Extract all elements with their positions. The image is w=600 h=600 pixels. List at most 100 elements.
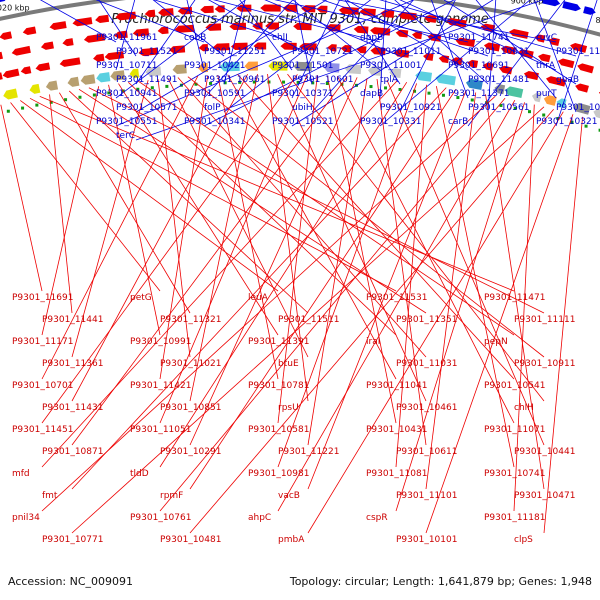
leader-line bbox=[431, 0, 469, 99]
gene-arrow bbox=[293, 22, 312, 31]
leader-line bbox=[386, 79, 545, 446]
gene-label-reverse: P9301_10991 bbox=[130, 337, 191, 347]
gene-arrow bbox=[67, 76, 80, 87]
gene-label-reverse: P9301_11421 bbox=[130, 381, 191, 391]
gene-arrow bbox=[541, 0, 561, 7]
gene-arrow bbox=[340, 44, 352, 53]
leader-line bbox=[425, 92, 477, 490]
gene-label-reverse: pepN bbox=[484, 337, 508, 347]
gene-label-forward: P9301_11741 bbox=[448, 33, 509, 43]
gene-label-reverse: rpmF bbox=[160, 491, 183, 501]
gene-label-reverse: P9301_11101 bbox=[396, 491, 457, 501]
gene-arrow bbox=[29, 83, 41, 94]
gene-label-reverse: P9301_10611 bbox=[396, 447, 457, 457]
gene-arrow bbox=[0, 51, 3, 60]
gene-arrow bbox=[40, 41, 54, 50]
gene-label-reverse: P9301_10291 bbox=[160, 447, 221, 457]
gene-arrow bbox=[132, 28, 150, 37]
leader-line bbox=[555, 0, 598, 127]
leader-line bbox=[189, 108, 554, 534]
gene-label-reverse: P9301_11051 bbox=[130, 425, 191, 435]
gene-arrow bbox=[59, 57, 81, 67]
leader-line bbox=[167, 78, 309, 358]
gene-arrow bbox=[22, 26, 37, 36]
gene-label-reverse: P9301_11071 bbox=[484, 425, 545, 435]
gene-arrow bbox=[244, 61, 258, 71]
gene-label-forward: P9301_11011 bbox=[380, 47, 441, 57]
gene-label-forward: tplA bbox=[380, 75, 399, 85]
leader-line bbox=[487, 0, 497, 113]
gene-arrow bbox=[538, 53, 551, 63]
leader-line bbox=[71, 106, 545, 534]
gene-arrow bbox=[205, 23, 222, 31]
gene-arrow bbox=[575, 83, 589, 93]
leader-line bbox=[159, 81, 408, 468]
gene-label-forward: P9301_10551 bbox=[96, 117, 157, 127]
gene-arrow bbox=[353, 25, 369, 34]
gene-label-forward: P9301_11961 bbox=[96, 33, 157, 43]
gene-label-reverse: tldD bbox=[130, 469, 149, 479]
gene-arrow bbox=[138, 47, 158, 57]
gene-label-forward: P9301_10921 bbox=[380, 103, 441, 113]
tick-dot bbox=[107, 91, 111, 95]
gene-arrow bbox=[504, 86, 524, 99]
gene-label-reverse: rpsU bbox=[278, 403, 299, 413]
gene-label-forward: guaB bbox=[556, 75, 579, 85]
gene-label-forward: P9301_10691 bbox=[448, 61, 509, 71]
gene-arrow bbox=[301, 5, 316, 13]
gene-label-reverse: clpS bbox=[514, 535, 533, 545]
leader-line bbox=[274, 0, 469, 43]
tick-dot bbox=[441, 93, 445, 97]
gene-label-reverse: P9301_10441 bbox=[514, 447, 575, 457]
gene-arrow bbox=[110, 70, 125, 81]
leader-line bbox=[543, 116, 583, 534]
tick-dot bbox=[598, 128, 600, 132]
gene-arrow bbox=[96, 72, 111, 83]
gene-arrow bbox=[145, 66, 162, 77]
gene-label-reverse: pmbA bbox=[278, 535, 305, 545]
tick-dot bbox=[78, 95, 82, 99]
leader-line bbox=[513, 104, 535, 512]
gene-arrow bbox=[169, 45, 186, 54]
gene-arrow bbox=[0, 72, 3, 80]
gene-arrow bbox=[593, 108, 600, 119]
gene-label-forward: P9301_10331 bbox=[360, 117, 421, 127]
gene-arrow bbox=[62, 38, 74, 47]
accession: Accession: NC_009091 bbox=[8, 575, 133, 588]
leader-line bbox=[291, 0, 494, 127]
gene-label-forward: P9301_10631 bbox=[468, 47, 529, 57]
leader-line bbox=[71, 80, 149, 358]
gene-label-reverse: P9301_10581 bbox=[248, 425, 309, 435]
leader-line bbox=[29, 97, 397, 292]
gene-arrow bbox=[523, 70, 539, 81]
leader-line bbox=[277, 73, 427, 402]
leader-line bbox=[153, 0, 293, 43]
gene-arrow bbox=[293, 61, 312, 72]
leader-line bbox=[376, 79, 427, 446]
leader-line bbox=[115, 0, 247, 99]
leader-line bbox=[0, 104, 43, 292]
tick-dot bbox=[499, 103, 503, 107]
tick-dot bbox=[165, 84, 169, 88]
gene-arrow bbox=[83, 33, 106, 43]
leader-line bbox=[311, 0, 414, 113]
gene-label-reverse: mfd bbox=[12, 469, 30, 479]
leader-line bbox=[239, 0, 293, 71]
gene-arrow bbox=[2, 68, 20, 79]
gene-arrow bbox=[545, 76, 567, 87]
gene-arrow bbox=[415, 71, 433, 82]
gene-label-forward: P9301_10591 bbox=[184, 89, 245, 99]
gene-label-reverse: P9301_11451 bbox=[12, 425, 73, 435]
gene-label-reverse: P9301_11321 bbox=[160, 315, 221, 325]
gene-arrow bbox=[0, 0, 6, 2]
gene-arrow bbox=[93, 53, 105, 62]
leader-line bbox=[227, 74, 397, 380]
tick-dot bbox=[513, 106, 517, 110]
gene-label-forward: P9301_10371 bbox=[272, 89, 333, 99]
leader-line bbox=[475, 0, 557, 99]
gene-label-forward: P9301_10341 bbox=[184, 117, 245, 127]
gene-label-reverse: petG bbox=[130, 293, 152, 303]
gene-label-reverse: fmt bbox=[42, 491, 58, 501]
leader-line bbox=[49, 94, 73, 314]
